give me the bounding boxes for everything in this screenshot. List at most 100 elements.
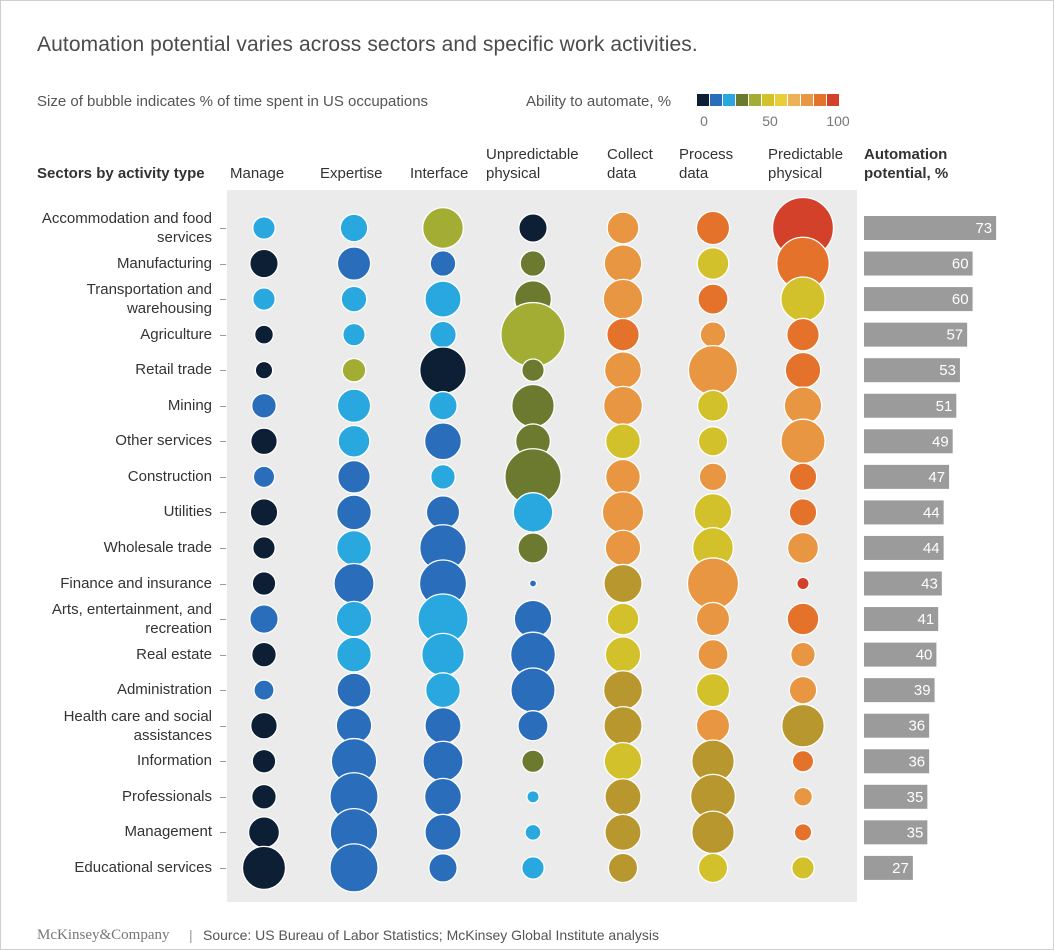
bubble [251,392,277,419]
bubble [251,783,277,810]
legend-tick-100: 100 [826,113,850,129]
automation-bar-label: 51 [936,398,953,415]
bubble [247,816,281,849]
automation-bar-label: 27 [892,860,909,877]
bubble [786,602,820,636]
automation-bar [864,287,973,312]
bubble [606,602,640,636]
row-label: Educational services [74,858,212,876]
row-tick [220,512,226,514]
bubble [697,852,729,884]
row-label: Other services [115,432,212,450]
row-header: Sectors by activity type [37,165,205,182]
bubble [341,357,367,383]
automation-bar [864,749,930,774]
bubble [511,383,555,428]
bubble [788,462,818,492]
bubble [342,322,366,347]
bubble [424,706,462,745]
bubble [335,529,373,566]
brand-logo: McKinsey&Company [37,927,170,943]
row-label: Finance and insurance [60,574,212,592]
automation-bar [864,358,960,383]
legend-swatch [723,94,735,106]
bubble [695,708,731,743]
bubble [518,213,548,243]
automation-bar-label: 73 [975,220,992,237]
bubble [606,211,640,245]
automation-bar [864,216,997,240]
bubble [252,536,276,560]
bubble [699,321,727,349]
legend-swatch [775,94,787,106]
bubble [695,672,731,708]
bubble [521,749,545,774]
row-label: Information [136,752,212,770]
bubble [603,244,643,283]
bubble [335,636,373,673]
bubble [604,529,642,567]
bubble [335,494,373,531]
bubble [329,843,379,893]
automation-bar-label: 40 [916,647,933,664]
automation-bar-label: 43 [921,576,938,593]
chart-title: Automation potential varies across secto… [37,33,698,56]
row-tick [220,583,226,585]
row-tick [220,299,226,301]
bubble [698,462,728,492]
automation-bar-label: 44 [923,540,940,557]
automation-bar-label: 39 [914,682,931,699]
bubble [691,810,735,855]
bubble [429,320,457,349]
bubble [780,418,826,465]
column-header-process-data: Process data [679,146,734,182]
bubble [424,280,462,318]
row-label: Manufacturing [116,254,212,272]
legend-swatch [762,94,774,106]
automation-bar [864,607,939,632]
source-note: Source: US Bureau of Labor Statistics; M… [203,927,659,943]
automation-bar [864,678,935,703]
automation-bar-label: 60 [952,256,969,273]
automation-bar [864,571,942,596]
bubble [335,600,373,638]
bubble [517,532,549,564]
bubble [252,465,276,489]
legend-title: Ability to automate, % [526,93,672,110]
automation-bar-label: 53 [939,362,956,379]
color-legend [697,94,840,106]
column-header-expertise: Expertise [320,165,383,182]
column-header-interface: Interface [410,165,469,182]
automation-bar [864,713,930,738]
bubble [796,576,810,591]
row-tick [220,441,226,443]
bubble [249,498,279,527]
bubble [606,317,640,352]
bubble [429,250,457,277]
bubble [781,703,825,748]
row-tick [220,761,226,763]
automation-bar [864,642,937,667]
footer-separator: | [189,927,193,943]
automation-bar [864,322,968,347]
bubble [603,741,643,781]
bubble [788,675,818,705]
bubble [337,459,371,494]
bubble [791,856,815,880]
row-label: Construction [127,467,212,485]
bubble [241,845,287,891]
automation-bar [864,855,913,880]
row-label: Health care and social assistances [63,707,212,744]
bubble [425,495,461,530]
legend-tick-50: 50 [762,113,778,129]
bubble [336,388,372,424]
bubble [500,301,566,368]
row-tick [220,654,226,656]
legend-swatch [749,94,761,106]
bubble [336,246,372,281]
row-label: Wholesale trade [103,538,212,556]
automation-bar [864,784,928,809]
bubble [254,360,274,380]
bubble [428,853,458,883]
automation-bar-label: 35 [907,824,924,841]
